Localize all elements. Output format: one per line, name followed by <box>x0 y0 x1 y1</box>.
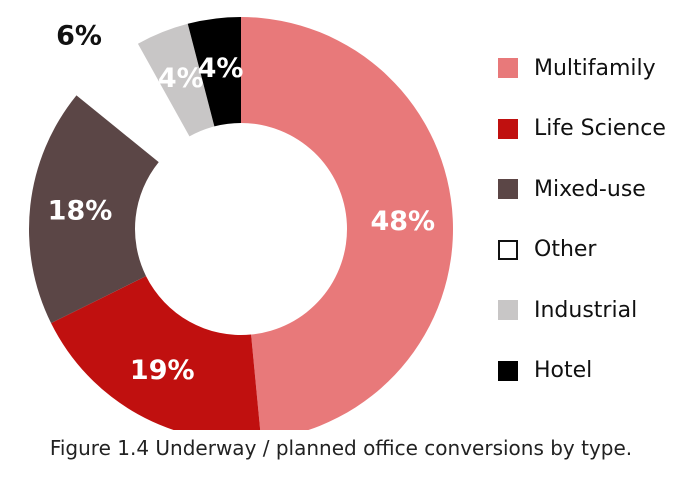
legend-item-multifamily: Multifamily <box>498 48 666 88</box>
slice-mixed-use <box>28 95 159 324</box>
legend-label-mixed-use: Mixed-use <box>534 176 646 202</box>
legend-swatch-multifamily <box>498 58 518 78</box>
legend-swatch-other <box>498 239 518 260</box>
figure-caption: Figure 1.4 Underway / planned office con… <box>49 436 633 460</box>
slice-hotel <box>187 17 241 127</box>
legend-label-industrial: Industrial <box>534 297 638 323</box>
legend-swatch-hotel <box>498 360 518 381</box>
legend-swatch-life-science <box>498 118 518 139</box>
donut-chart: 48% 19% 18% 6% 4%4% <box>28 17 453 430</box>
data-label-industrial: 4% <box>158 63 204 94</box>
legend-label-hotel: Hotel <box>534 358 593 383</box>
data-label-hotel: 4% <box>198 53 244 84</box>
legend-label-multifamily: Multifamily <box>534 55 656 81</box>
data-label-multifamily: 48% <box>370 206 435 237</box>
legend-item-mixed-use: Mixed-use <box>498 169 666 209</box>
slice-multifamily <box>241 17 453 430</box>
data-label-other: 6% <box>56 20 102 51</box>
legend-label-other: Other <box>534 237 597 262</box>
legend-swatch-mixed-use <box>498 179 518 199</box>
legend-item-life-science: Life Science <box>498 109 666 149</box>
legend-swatch-industrial <box>498 300 518 320</box>
data-label-life-science: 19% <box>130 355 195 386</box>
slice-industrial <box>137 23 215 137</box>
legend-item-industrial: Industrial <box>498 290 666 330</box>
slice-life-science <box>51 276 261 430</box>
data-label-mixed-use: 18% <box>48 196 113 227</box>
legend-label-life-science: Life Science <box>534 116 666 141</box>
legend-item-other: Other <box>498 230 666 270</box>
chart-legend: Multifamily Life Science Mixed-use Other… <box>498 48 666 411</box>
legend-item-hotel: Hotel <box>498 351 666 391</box>
